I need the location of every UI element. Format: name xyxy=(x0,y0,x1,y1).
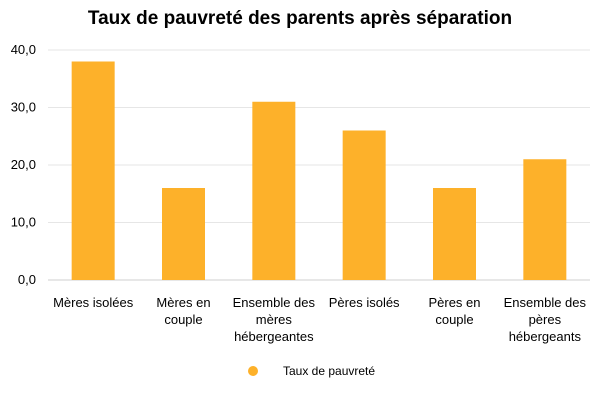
bar xyxy=(433,188,476,280)
y-tick-label: 0,0 xyxy=(18,272,36,287)
bar xyxy=(342,130,386,280)
y-tick-label: 30,0 xyxy=(11,100,36,115)
gridlines xyxy=(48,49,590,281)
legend: Taux de pauvreté xyxy=(248,364,375,378)
chart-title: Taux de pauvreté des parents après sépar… xyxy=(88,8,512,29)
y-tick-label: 20,0 xyxy=(11,157,36,172)
y-tick-label: 40,0 xyxy=(11,42,36,57)
x-category-label: Mères en couple xyxy=(156,295,210,327)
x-category-label: Ensemble des mères hébergeantes xyxy=(233,295,316,344)
x-axis-labels: Mères isolées Mères en couple Ensemble des m… xyxy=(53,295,586,344)
x-category-label: Pères en couple xyxy=(428,295,480,327)
y-tick-label: 10,0 xyxy=(11,215,36,230)
legend-label: Taux de pauvreté xyxy=(283,364,375,378)
x-category-label: Ensemble des pères hébergeants xyxy=(504,295,587,344)
y-axis-ticks: 0,0 10,0 20,0 30,0 40,0 xyxy=(11,42,36,287)
x-category-label: Mères isolées xyxy=(53,295,134,310)
legend-swatch xyxy=(248,366,258,376)
bars xyxy=(71,61,567,280)
bar xyxy=(252,101,296,280)
x-category-label: Pères isolés xyxy=(329,295,400,310)
bar xyxy=(523,159,567,280)
bar xyxy=(71,61,115,280)
bar xyxy=(162,188,205,280)
